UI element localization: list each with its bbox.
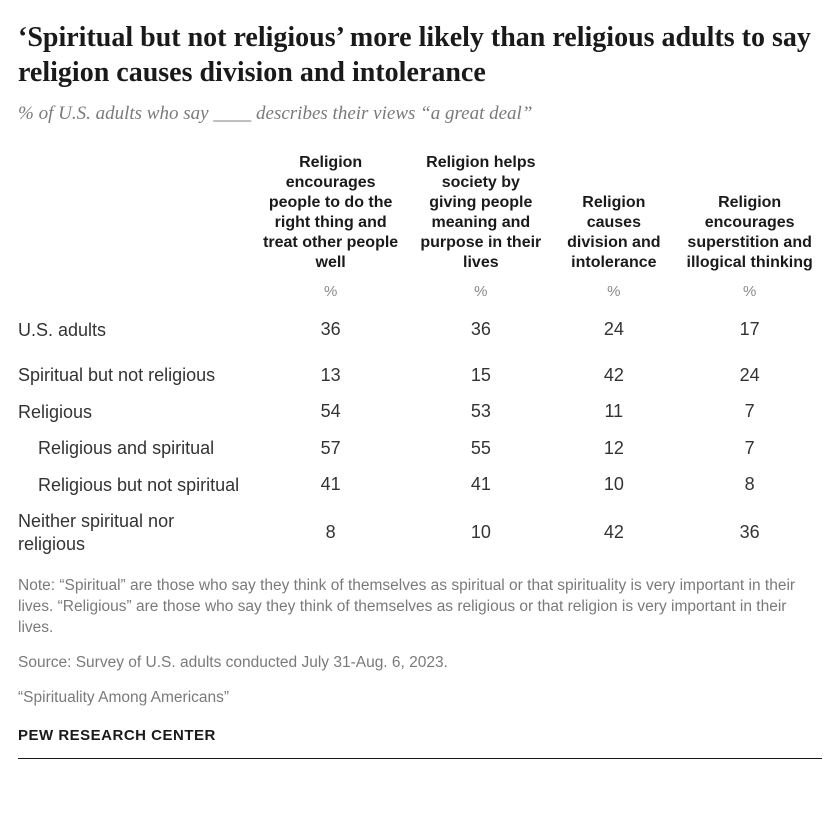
header-row: Religion encourages people to do the rig… <box>18 147 822 279</box>
table-body: U.S. adults36362417Spiritual but not rel… <box>18 312 822 563</box>
cell-value: 24 <box>677 348 822 394</box>
col-header-3: Religion causes division and intolerance <box>550 147 677 279</box>
pct-label: % <box>550 279 677 312</box>
row-label: U.S. adults <box>18 312 250 349</box>
cell-value: 13 <box>250 348 411 394</box>
cell-value: 57 <box>250 430 411 467</box>
cell-value: 7 <box>677 394 822 431</box>
row-label: Religious and spiritual <box>18 430 250 467</box>
cell-value: 8 <box>677 467 822 504</box>
cell-value: 53 <box>411 394 550 431</box>
cell-value: 42 <box>550 348 677 394</box>
cell-value: 15 <box>411 348 550 394</box>
cell-value: 41 <box>250 467 411 504</box>
cell-value: 36 <box>250 312 411 349</box>
pct-label: % <box>677 279 822 312</box>
col-header-2: Religion helps society by giving people … <box>411 147 550 279</box>
cell-value: 55 <box>411 430 550 467</box>
bottom-rule <box>18 758 822 759</box>
cell-value: 7 <box>677 430 822 467</box>
row-label: Religious but not spiritual <box>18 467 250 504</box>
cell-value: 11 <box>550 394 677 431</box>
table-row: U.S. adults36362417 <box>18 312 822 349</box>
table-row: Neither spiritual nor religious8104236 <box>18 503 822 562</box>
cell-value: 54 <box>250 394 411 431</box>
cell-value: 42 <box>550 503 677 562</box>
chart-subtitle: % of U.S. adults who say ____ describes … <box>18 102 822 127</box>
cell-value: 12 <box>550 430 677 467</box>
report-title: “Spirituality Among Americans” <box>18 688 822 709</box>
row-label: Spiritual but not religious <box>18 348 250 394</box>
table-row: Religious5453117 <box>18 394 822 431</box>
cell-value: 17 <box>677 312 822 349</box>
cell-value: 41 <box>411 467 550 504</box>
col-header-4: Religion encourages superstition and ill… <box>677 147 822 279</box>
table-row: Religious but not spiritual4141108 <box>18 467 822 504</box>
source-text: Source: Survey of U.S. adults conducted … <box>18 653 822 674</box>
org-name: PEW RESEARCH CENTER <box>18 727 822 744</box>
row-label: Religious <box>18 394 250 431</box>
cell-value: 10 <box>550 467 677 504</box>
cell-value: 8 <box>250 503 411 562</box>
col-header-1: Religion encourages people to do the rig… <box>250 147 411 279</box>
table-row: Spiritual but not religious13154224 <box>18 348 822 394</box>
table-row: Religious and spiritual5755127 <box>18 430 822 467</box>
cell-value: 36 <box>411 312 550 349</box>
pct-label: % <box>250 279 411 312</box>
pct-label: % <box>411 279 550 312</box>
chart-title: ‘Spiritual but not religious’ more likel… <box>18 20 822 90</box>
cell-value: 10 <box>411 503 550 562</box>
cell-value: 24 <box>550 312 677 349</box>
data-table: Religion encourages people to do the rig… <box>18 147 822 563</box>
pct-row: % % % % <box>18 279 822 312</box>
row-label: Neither spiritual nor religious <box>18 503 250 562</box>
cell-value: 36 <box>677 503 822 562</box>
note-text: Note: “Spiritual” are those who say they… <box>18 576 822 639</box>
